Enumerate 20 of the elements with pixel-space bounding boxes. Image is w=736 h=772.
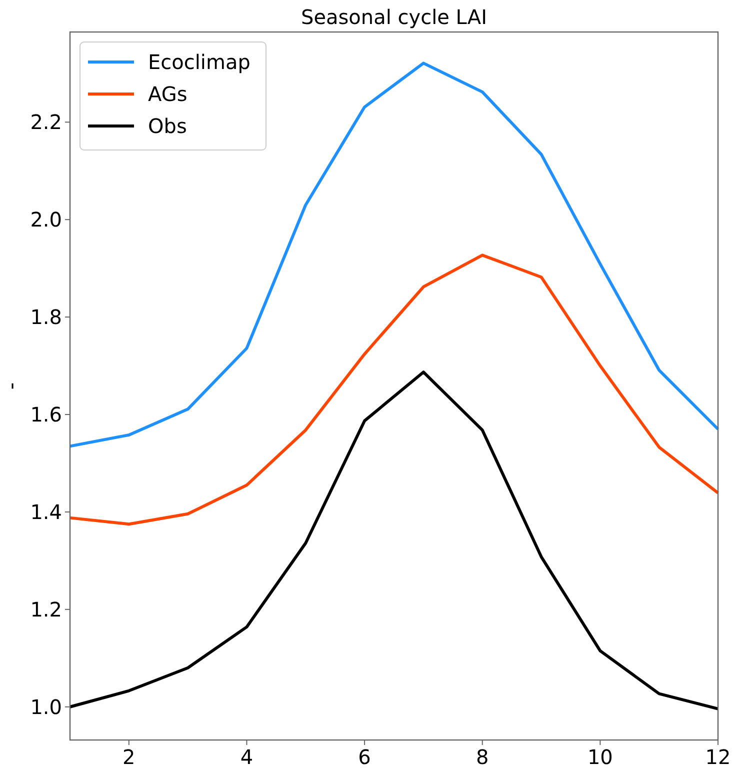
legend-label: AGs [148,82,188,106]
x-tick-label: 8 [476,745,489,769]
x-tick-label: 4 [240,745,254,769]
chart-title: Seasonal cycle LAI [301,5,487,29]
x-tick-label: 12 [705,745,731,769]
y-tick-label: 1.2 [30,597,62,622]
y-tick-label: 2.0 [30,208,62,232]
x-tick-label: 10 [587,745,613,769]
y-tick-label: 1.8 [30,305,62,330]
legend-label: Ecoclimap [148,50,250,74]
y-tick-label: 1.6 [30,402,62,427]
y-tick-label: 2.2 [30,110,62,134]
x-tick-label: 6 [358,745,371,769]
line-series [68,370,720,710]
line-series [68,254,720,526]
y-axis-title: - [0,382,23,390]
y-tick-label: 1.0 [30,694,62,719]
y-tick-label: 1.4 [30,500,62,524]
x-tick-label: 2 [122,745,136,769]
legend-label: Obs [148,114,187,138]
